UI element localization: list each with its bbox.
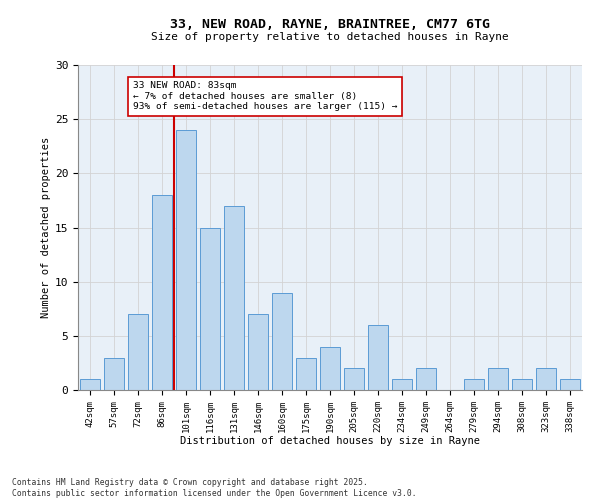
Bar — [80, 379, 100, 390]
Bar — [104, 358, 124, 390]
Bar — [560, 379, 580, 390]
Bar — [152, 195, 172, 390]
Bar — [128, 314, 148, 390]
Text: 33, NEW ROAD, RAYNE, BRAINTREE, CM77 6TG: 33, NEW ROAD, RAYNE, BRAINTREE, CM77 6TG — [170, 18, 490, 30]
Y-axis label: Number of detached properties: Number of detached properties — [41, 137, 50, 318]
Bar — [296, 358, 316, 390]
Bar — [224, 206, 244, 390]
Bar — [248, 314, 268, 390]
Text: 33 NEW ROAD: 83sqm
← 7% of detached houses are smaller (8)
93% of semi-detached : 33 NEW ROAD: 83sqm ← 7% of detached hous… — [133, 81, 398, 111]
Bar — [176, 130, 196, 390]
Bar — [512, 379, 532, 390]
Bar — [368, 325, 388, 390]
Bar — [200, 228, 220, 390]
Bar — [536, 368, 556, 390]
Bar — [488, 368, 508, 390]
Bar — [464, 379, 484, 390]
Text: Contains HM Land Registry data © Crown copyright and database right 2025.
Contai: Contains HM Land Registry data © Crown c… — [12, 478, 416, 498]
Bar — [272, 292, 292, 390]
Bar — [344, 368, 364, 390]
Bar — [320, 346, 340, 390]
Bar — [392, 379, 412, 390]
Bar — [416, 368, 436, 390]
Text: Size of property relative to detached houses in Rayne: Size of property relative to detached ho… — [151, 32, 509, 42]
X-axis label: Distribution of detached houses by size in Rayne: Distribution of detached houses by size … — [180, 436, 480, 446]
